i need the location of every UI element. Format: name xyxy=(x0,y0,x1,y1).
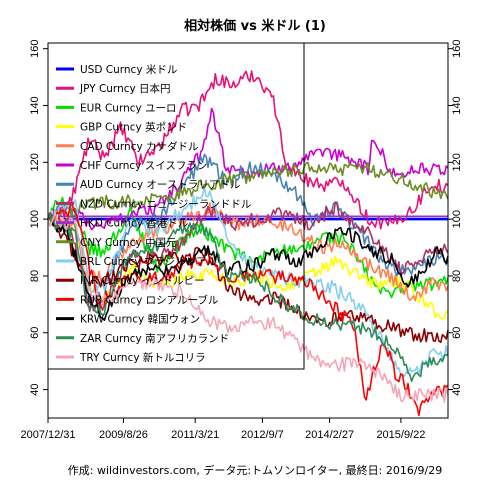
legend-label: AUD Curncy オーストラリアドル xyxy=(80,179,240,191)
legend-label: ZAR Curncy 南アフリカランド xyxy=(80,332,229,345)
y-tick-label-right: 120 xyxy=(451,153,463,171)
chart-footer: 作成: wildinvestors.com, データ元:トムソンロイター, 最終… xyxy=(68,463,442,477)
series-line xyxy=(47,215,449,344)
legend-label: CNY Curncy 中国元 xyxy=(80,236,177,249)
legend: USD Curncy 米ドル JPY Curncy 日本円 EUR Curncy ユ… xyxy=(47,42,305,370)
y-tick-label-left: 140 xyxy=(29,96,41,114)
x-tick-label: 2007/12/31 xyxy=(20,429,75,441)
y-tick-label-right: 60 xyxy=(451,327,463,339)
chart-title: 相対株価 vs 米ドル (1) xyxy=(184,18,326,34)
legend-label: KRW Curncy 韓国ウォン xyxy=(80,314,200,326)
legend-label: BRL Curncy ブラジルレアル xyxy=(80,255,217,268)
y-tick-label-right: 80 xyxy=(451,270,463,282)
legend-label: JPY Curncy 日本円 xyxy=(79,82,171,95)
legend-label: TRY Curncy 新トルコリラ xyxy=(79,351,206,364)
series-layer xyxy=(47,70,449,417)
legend-label: NZD Curncy ニュージーランドドル xyxy=(80,198,251,210)
legend-label: USD Curncy 米ドル xyxy=(80,63,177,76)
y-tick-label-right: 160 xyxy=(451,40,463,58)
x-tick-label: 2011/3/21 xyxy=(171,429,219,441)
y-tick-label-left: 160 xyxy=(29,40,41,58)
legend-box xyxy=(47,42,305,370)
y-tick-label-right: 140 xyxy=(451,96,463,114)
axes-layer: 40 40 60 60 80 80 100 100 120 120 140 140 160 160 2007… xyxy=(20,40,463,441)
y-tick-label-left: 120 xyxy=(29,153,41,171)
legend-label: CAD Curncy カナダドル xyxy=(80,140,199,153)
series-line xyxy=(47,213,449,322)
y-tick-label-right: 40 xyxy=(451,383,463,395)
series-line xyxy=(47,161,449,225)
legend-label: HKD Curncy 香港ドル xyxy=(80,218,188,230)
y-tick-label-left: 100 xyxy=(29,210,41,228)
legend-label: EUR Curncy ユーロ xyxy=(80,102,177,114)
legend-label: GBP Curncy 英ポンド xyxy=(80,121,187,134)
series-line xyxy=(47,196,449,299)
legend-label: INR Curncy インドルピー xyxy=(80,275,205,287)
series-line xyxy=(47,212,449,383)
x-tick-label: 2009/8/26 xyxy=(99,429,148,441)
series-line xyxy=(47,153,449,304)
x-tick-label: 2012/9/7 xyxy=(241,429,284,441)
y-tick-label-left: 40 xyxy=(29,383,41,395)
legend-label: RUB Curncy ロシアルーブル xyxy=(80,293,218,306)
y-tick-label-left: 60 xyxy=(29,327,41,339)
x-tick-label: 2015/9/22 xyxy=(376,429,425,441)
x-tick-label: 2014/2/27 xyxy=(305,429,354,441)
series-line xyxy=(47,70,449,230)
y-tick-label-right: 100 xyxy=(451,210,463,228)
series-line xyxy=(47,212,449,404)
y-tick-label-left: 80 xyxy=(29,270,41,282)
legend-label: CHF Curncy スイスフラン xyxy=(80,160,207,172)
